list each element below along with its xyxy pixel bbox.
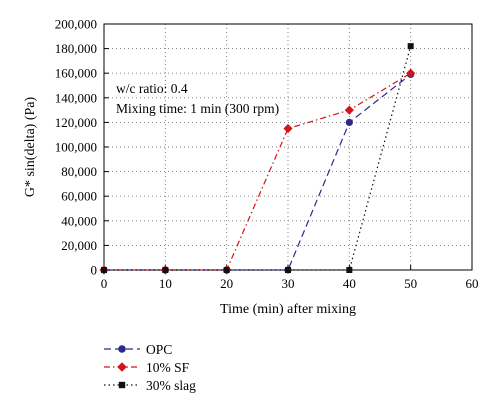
- data-point: [407, 43, 414, 50]
- x-tick-label: 0: [101, 276, 108, 291]
- x-axis-label: Time (min) after mixing: [220, 302, 356, 317]
- legend-label: 10% SF: [146, 360, 190, 375]
- x-tick-label: 60: [466, 276, 479, 291]
- data-point: [346, 267, 353, 273]
- series-2: [99, 68, 416, 275]
- x-tick-label: 10: [159, 276, 172, 291]
- annotation-wc-ratio: w/c ratio: 0.4: [116, 81, 188, 96]
- legend-item: 10% SF: [104, 360, 190, 375]
- grid: [104, 24, 472, 270]
- legend: OPC 10% SF 30% slag: [104, 342, 196, 393]
- series-line: [104, 72, 411, 271]
- series-3: [101, 43, 414, 273]
- y-tick-label: 60,000: [61, 189, 97, 204]
- legend-marker: [118, 381, 126, 389]
- data-point: [285, 267, 291, 273]
- y-tick-label: 120,000: [55, 115, 97, 130]
- y-tick-label: 140,000: [55, 90, 97, 105]
- x-tick-label: 30: [282, 276, 295, 291]
- legend-label: OPC: [146, 342, 172, 357]
- y-tick-label: 100,000: [55, 140, 97, 155]
- series-line: [104, 73, 412, 271]
- data-point: [162, 267, 169, 273]
- y-tick-label: 40,000: [61, 213, 97, 228]
- y-tick-label: 0: [91, 263, 98, 278]
- y-tick-label: 160,000: [55, 66, 97, 81]
- data-point: [406, 68, 416, 78]
- x-tick-label: 50: [404, 276, 417, 291]
- x-tick-label: 20: [220, 276, 233, 291]
- data-point: [345, 118, 353, 126]
- annotation-mixing-time: Mixing time: 1 min (300 rpm): [116, 101, 279, 116]
- y-tick-label: 20,000: [61, 238, 97, 253]
- data-point: [283, 123, 293, 134]
- legend-item: OPC: [104, 342, 172, 357]
- y-tick-label: 180,000: [55, 41, 97, 56]
- data-point: [101, 267, 107, 273]
- y-axis-label: G* sin(delta) (Pa): [23, 97, 38, 198]
- x-tick-label: 40: [343, 276, 356, 291]
- y-tick-label: 200,000: [55, 17, 97, 32]
- data-point: [223, 267, 230, 273]
- data-point: [344, 105, 354, 115]
- legend-marker: [118, 345, 126, 353]
- legend-label: 30% slag: [146, 378, 196, 393]
- tick-labels: 0 10 20 30 40 50 60 0 20,000 40,000 60,000 80,000 10…: [55, 17, 479, 292]
- series-layer: [99, 43, 416, 275]
- series-line: [104, 45, 412, 271]
- y-tick-label: 80,000: [61, 164, 97, 179]
- legend-marker: [117, 362, 127, 372]
- legend-item: 30% slag: [104, 378, 196, 393]
